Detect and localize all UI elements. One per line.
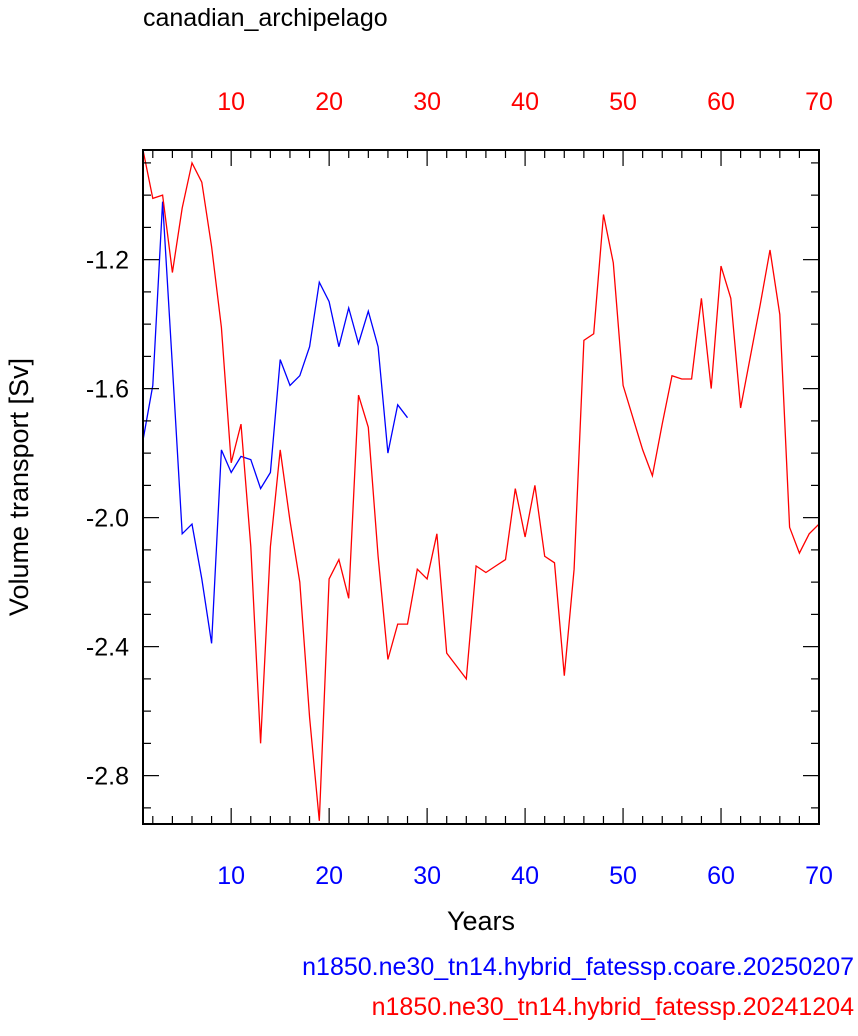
series-line-1 <box>143 201 409 644</box>
x-tick-label-bottom: 30 <box>413 862 441 890</box>
legend-series-1: n1850.ne30_tn14.hybrid_fatessp.coare.202… <box>302 953 854 981</box>
y-tick-label: -2.8 <box>86 763 129 791</box>
x-tick-label-bottom: 10 <box>217 862 245 890</box>
x-tick-label-top: 50 <box>609 88 637 116</box>
y-axis-label: Volume transport [Sv] <box>4 358 34 616</box>
x-tick-label-bottom: 70 <box>805 862 833 890</box>
y-tick-label: -1.2 <box>86 247 129 275</box>
y-tick-label: -2.0 <box>86 505 129 533</box>
x-tick-label-bottom: 20 <box>315 862 343 890</box>
chart-title: canadian_archipelago <box>143 4 388 32</box>
plot-frame <box>142 149 820 825</box>
x-tick-label-bottom: 50 <box>609 862 637 890</box>
x-tick-label-top: 60 <box>707 88 735 116</box>
x-tick-label-top: 40 <box>511 88 539 116</box>
x-tick-label-top: 30 <box>413 88 441 116</box>
x-axis-label: Years <box>447 906 515 936</box>
y-tick-label: -2.4 <box>86 634 129 662</box>
x-tick-label-top: 70 <box>805 88 833 116</box>
x-tick-label-top: 20 <box>315 88 343 116</box>
series-line-2 <box>143 150 819 821</box>
legend-series-2: n1850.ne30_tn14.hybrid_fatessp.20241204 <box>371 993 854 1021</box>
x-tick-label-bottom: 40 <box>511 862 539 890</box>
y-tick-label: -1.6 <box>86 376 129 404</box>
x-tick-label-bottom: 60 <box>707 862 735 890</box>
x-tick-label-top: 10 <box>217 88 245 116</box>
